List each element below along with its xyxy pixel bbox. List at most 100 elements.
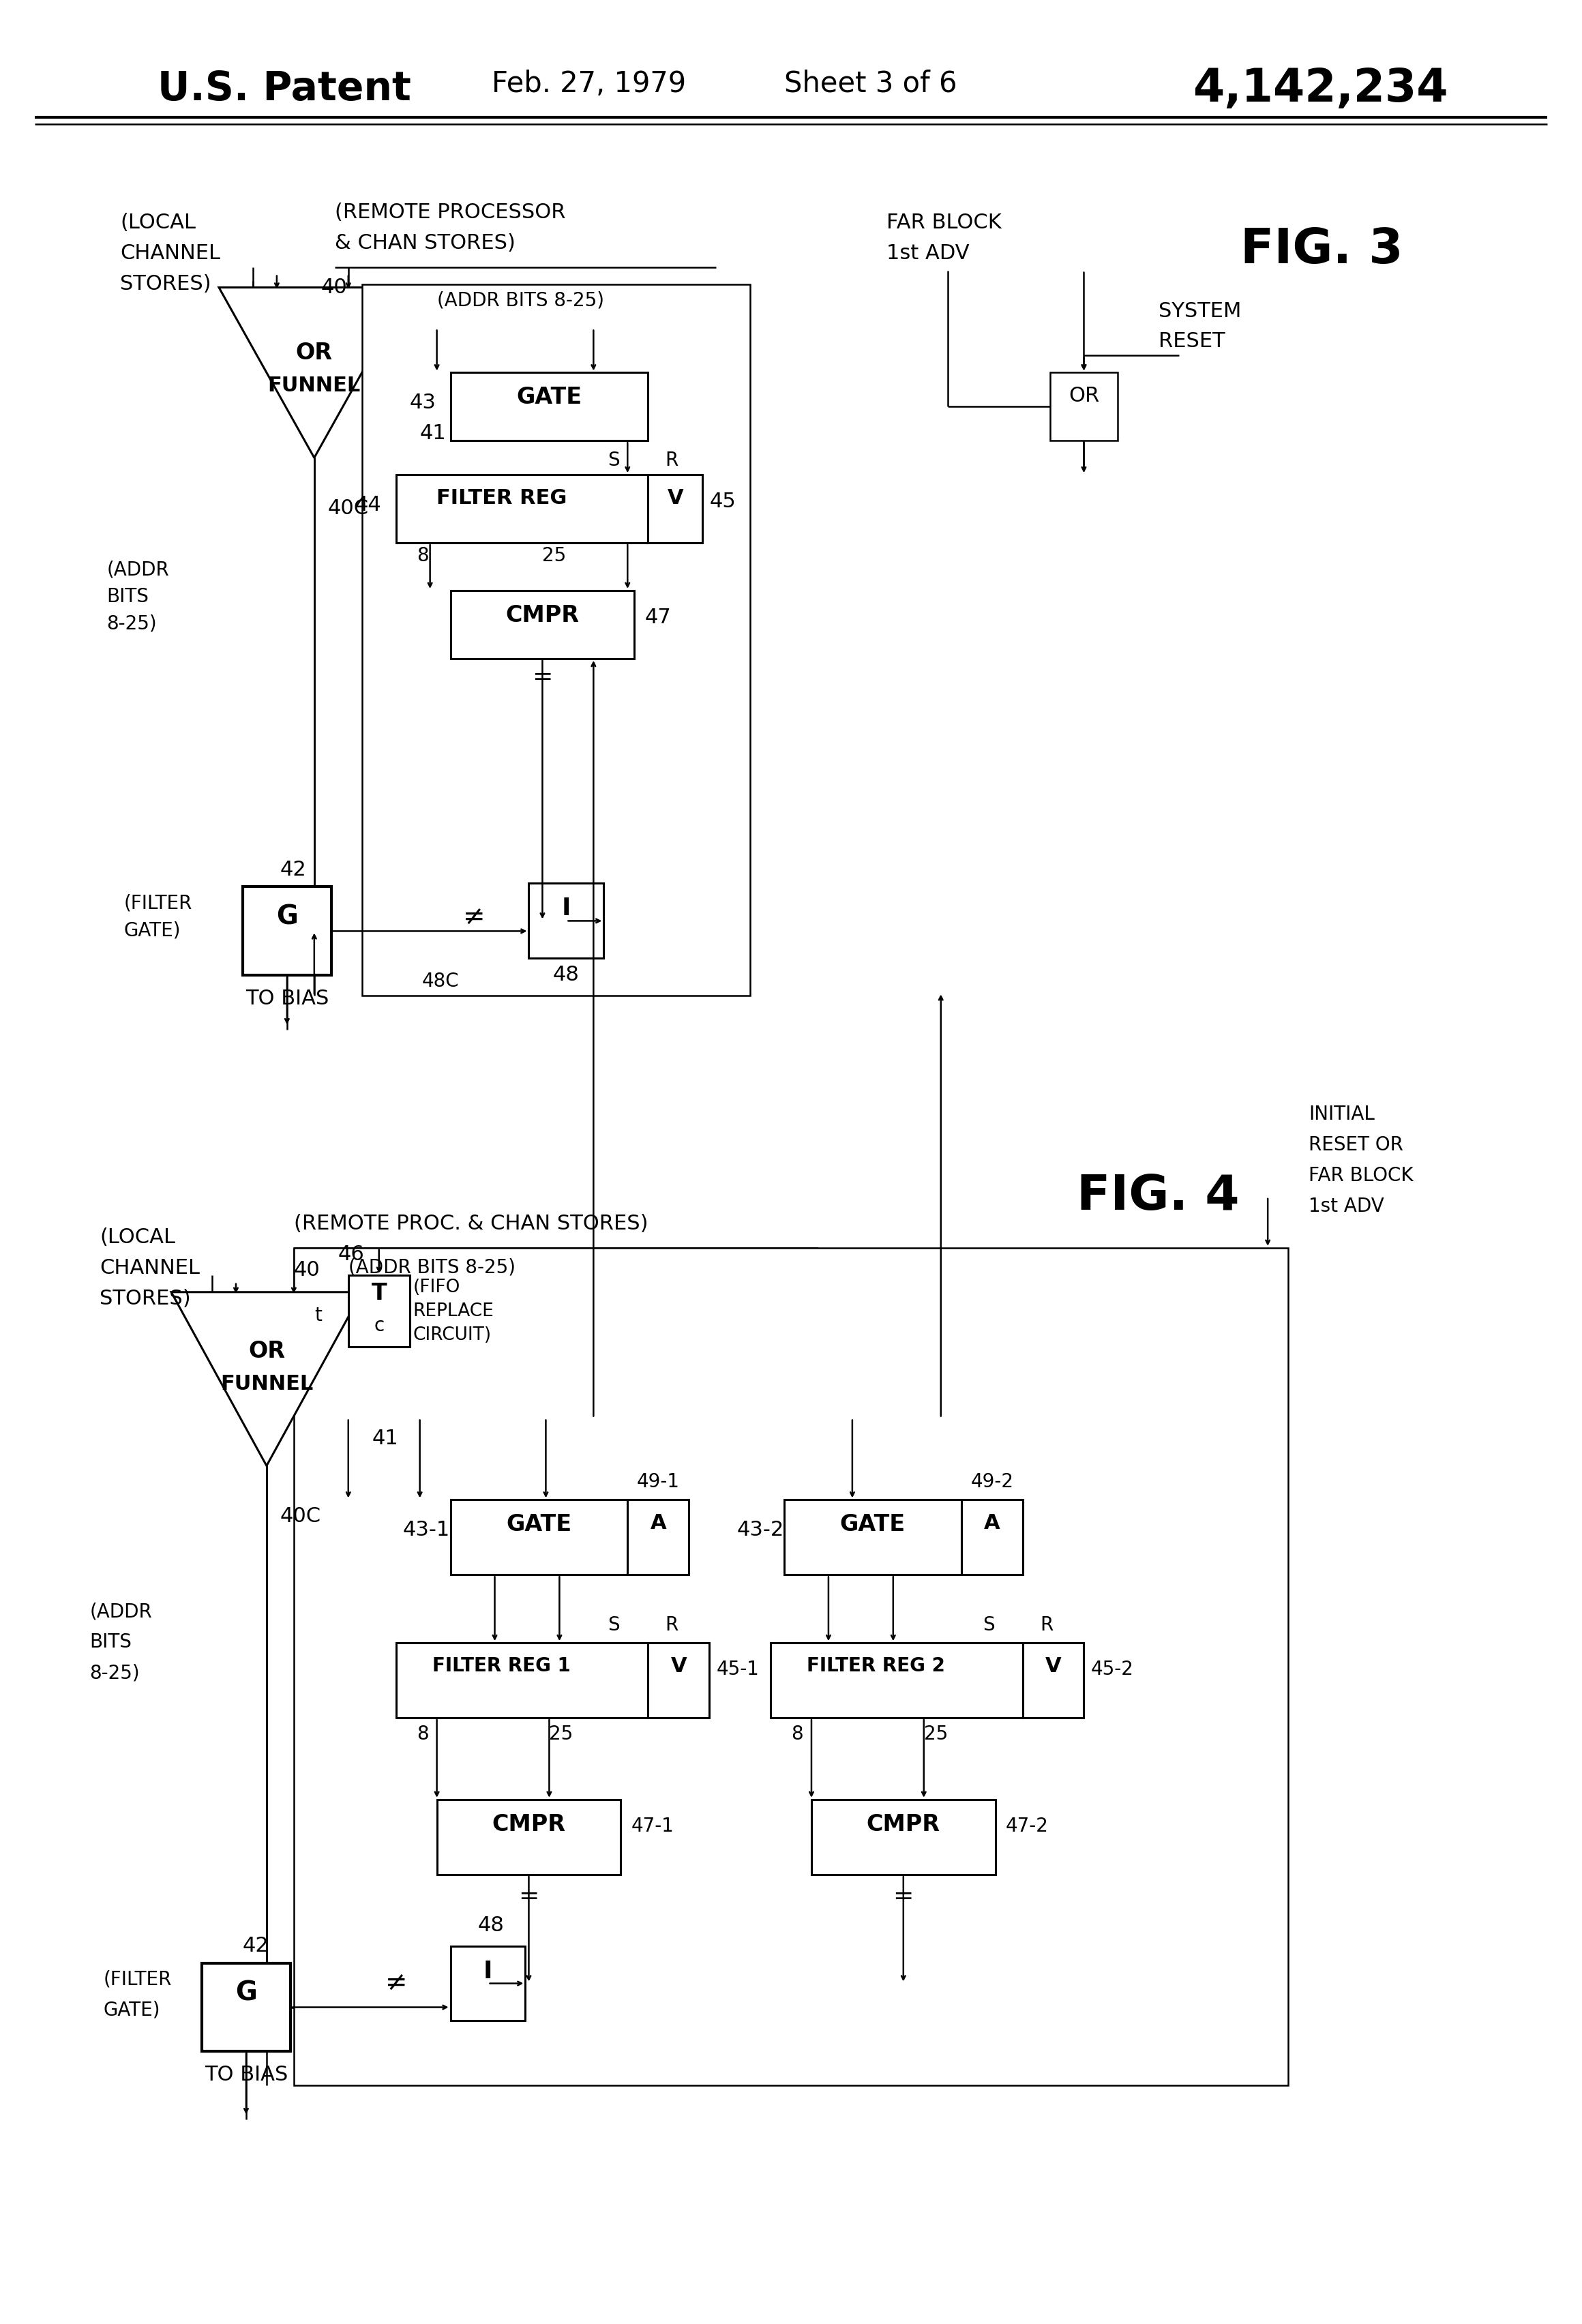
- Text: OR: OR: [1068, 386, 1099, 407]
- Text: (REMOTE PROCESSOR: (REMOTE PROCESSOR: [335, 202, 565, 223]
- Text: 45-1: 45-1: [717, 1659, 759, 1678]
- Text: 44: 44: [354, 495, 381, 516]
- Bar: [294, 1248, 1288, 2085]
- Text: BITS: BITS: [106, 588, 149, 607]
- Text: R: R: [666, 451, 679, 469]
- Bar: [451, 1499, 628, 1576]
- Text: S: S: [982, 1615, 995, 1634]
- Text: 41: 41: [419, 423, 446, 444]
- Text: GATE): GATE): [123, 920, 180, 939]
- Bar: [242, 888, 331, 976]
- Bar: [1050, 372, 1118, 442]
- Text: 45: 45: [709, 493, 736, 511]
- Text: 25: 25: [924, 1724, 948, 1743]
- Text: A: A: [984, 1513, 1000, 1534]
- Text: STORES): STORES): [120, 274, 212, 293]
- Text: Feb. 27, 1979: Feb. 27, 1979: [492, 70, 685, 98]
- Text: (FIFO: (FIFO: [413, 1278, 460, 1297]
- Text: (FILTER: (FILTER: [103, 1971, 171, 1989]
- Text: & CHAN STORES): & CHAN STORES): [335, 232, 516, 253]
- Text: CMPR: CMPR: [867, 1813, 940, 1836]
- Text: G: G: [277, 904, 297, 930]
- Text: STORES): STORES): [100, 1290, 191, 1308]
- Text: GATE: GATE: [840, 1513, 905, 1536]
- Text: (ADDR: (ADDR: [90, 1601, 152, 1622]
- Text: OR: OR: [296, 342, 332, 365]
- Text: CIRCUIT): CIRCUIT): [413, 1327, 492, 1343]
- Bar: [528, 883, 604, 957]
- Text: 40C: 40C: [327, 500, 369, 518]
- Polygon shape: [171, 1292, 362, 1466]
- Text: 41: 41: [372, 1429, 399, 1448]
- Bar: [202, 1964, 291, 2052]
- Text: 47-2: 47-2: [1006, 1817, 1049, 1836]
- Bar: [451, 372, 649, 442]
- Bar: [770, 1643, 1022, 1717]
- Text: U.S. Patent: U.S. Patent: [158, 70, 411, 109]
- Text: t: t: [315, 1306, 321, 1325]
- Text: ≠: ≠: [464, 904, 486, 930]
- Text: 42: 42: [280, 860, 307, 878]
- Text: ≠: ≠: [384, 1971, 407, 1996]
- Bar: [362, 284, 750, 995]
- Text: =: =: [532, 665, 552, 688]
- Bar: [348, 1276, 410, 1346]
- Text: 47-1: 47-1: [631, 1817, 674, 1836]
- Text: T: T: [372, 1283, 386, 1304]
- Text: I: I: [484, 1959, 492, 1982]
- Text: 8: 8: [416, 546, 429, 565]
- Text: FIG. 3: FIG. 3: [1240, 225, 1403, 274]
- Text: G: G: [236, 1980, 256, 2006]
- Text: 8-25): 8-25): [106, 614, 157, 634]
- Text: 43: 43: [410, 393, 437, 414]
- Text: FIG. 4: FIG. 4: [1077, 1174, 1240, 1220]
- Text: FILTER REG 2: FILTER REG 2: [807, 1657, 946, 1676]
- Text: (ADDR BITS 8-25): (ADDR BITS 8-25): [348, 1257, 516, 1278]
- Text: 49-2: 49-2: [970, 1473, 1014, 1492]
- Polygon shape: [218, 288, 410, 458]
- Text: REPLACE: REPLACE: [413, 1301, 494, 1320]
- Text: 4,142,234: 4,142,234: [1193, 65, 1448, 112]
- Bar: [649, 474, 702, 544]
- Text: CHANNEL: CHANNEL: [100, 1257, 199, 1278]
- Text: 40: 40: [321, 277, 348, 297]
- Text: S: S: [607, 1615, 620, 1634]
- Text: 45-2: 45-2: [1090, 1659, 1134, 1678]
- Text: 43-1: 43-1: [403, 1520, 449, 1541]
- Bar: [451, 1945, 525, 2022]
- Text: OR: OR: [248, 1339, 285, 1362]
- Text: 48: 48: [478, 1915, 505, 1936]
- Text: (LOCAL: (LOCAL: [100, 1227, 176, 1248]
- Bar: [437, 1799, 620, 1875]
- Text: (LOCAL: (LOCAL: [120, 211, 196, 232]
- Text: (ADDR BITS 8-25): (ADDR BITS 8-25): [437, 290, 604, 309]
- Text: 47: 47: [644, 607, 671, 627]
- Text: =: =: [519, 1885, 539, 1908]
- Text: V: V: [1046, 1657, 1062, 1676]
- Text: V: V: [668, 488, 683, 509]
- Bar: [785, 1499, 962, 1576]
- Text: CMPR: CMPR: [506, 604, 579, 627]
- Text: (FILTER: (FILTER: [123, 895, 191, 913]
- Text: A: A: [650, 1513, 666, 1534]
- Bar: [962, 1499, 1022, 1576]
- Text: 40C: 40C: [280, 1506, 321, 1527]
- Text: GATE: GATE: [516, 386, 582, 409]
- Text: INITIAL: INITIAL: [1308, 1104, 1375, 1125]
- Text: FUNNEL: FUNNEL: [220, 1373, 313, 1394]
- Text: 46: 46: [339, 1243, 364, 1264]
- Bar: [395, 474, 649, 544]
- Text: 49-1: 49-1: [636, 1473, 680, 1492]
- Text: CHANNEL: CHANNEL: [120, 244, 220, 263]
- Text: TO BIAS: TO BIAS: [204, 2066, 288, 2085]
- Text: R: R: [1039, 1615, 1054, 1634]
- Text: 8: 8: [791, 1724, 804, 1743]
- Text: FILTER REG: FILTER REG: [437, 488, 566, 509]
- Text: 8-25): 8-25): [90, 1664, 139, 1683]
- Text: GATE): GATE): [103, 2001, 160, 2020]
- Bar: [812, 1799, 995, 1875]
- Text: 25: 25: [549, 1724, 573, 1743]
- Bar: [1022, 1643, 1084, 1717]
- Text: (REMOTE PROC. & CHAN STORES): (REMOTE PROC. & CHAN STORES): [294, 1213, 649, 1234]
- Text: TO BIAS: TO BIAS: [245, 990, 329, 1009]
